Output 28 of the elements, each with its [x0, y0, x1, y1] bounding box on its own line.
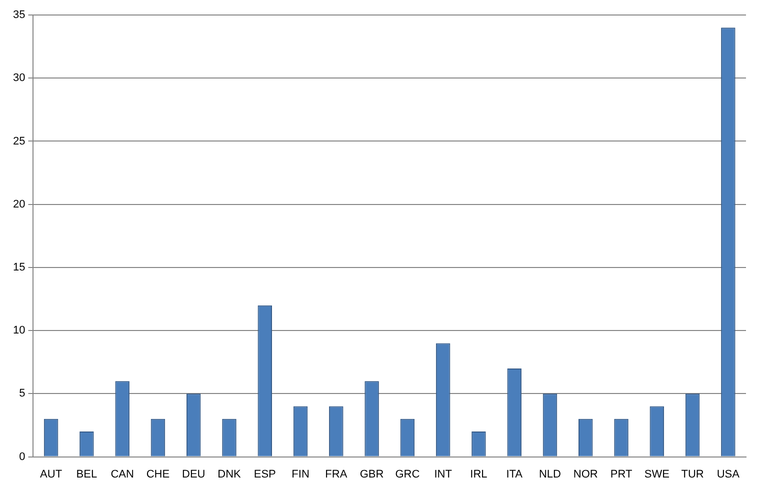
x-tick-label: SWE — [644, 468, 670, 480]
x-tick-label: PRT — [610, 468, 632, 480]
y-tick-label: 35 — [12, 9, 26, 22]
x-tick-label: AUT — [40, 468, 62, 480]
x-tick-label: TUR — [681, 468, 704, 480]
y-tick-label: 5 — [19, 388, 26, 400]
x-tick-label: USA — [716, 468, 740, 480]
x-tick-label: DNK — [218, 468, 242, 480]
x-tick-label: IRL — [470, 468, 488, 480]
y-tick-label: 15 — [12, 261, 26, 274]
x-tick-label: DEU — [182, 468, 206, 480]
y-tick-label: 20 — [12, 198, 26, 210]
x-tick-label: GBR — [360, 468, 384, 480]
x-tick-label: NLD — [538, 468, 562, 480]
x-tick-label: CAN — [110, 468, 134, 480]
x-tick-label: FRA — [325, 468, 348, 480]
x-tick-label: INT — [434, 468, 452, 480]
x-tick-label: ESP — [254, 468, 276, 480]
x-tick-label: GRC — [395, 468, 420, 480]
y-tick-label: 30 — [12, 72, 26, 84]
y-tick-label: 10 — [12, 324, 26, 337]
x-tick-label: CHE — [146, 468, 170, 480]
y-tick-label: 0 — [19, 450, 26, 463]
x-tick-label: BEL — [76, 468, 98, 480]
x-tick-label: NOR — [573, 468, 598, 480]
x-tick-label: ITA — [506, 468, 524, 480]
x-tick-label: FIN — [292, 468, 310, 480]
y-tick-label: 25 — [12, 135, 26, 148]
